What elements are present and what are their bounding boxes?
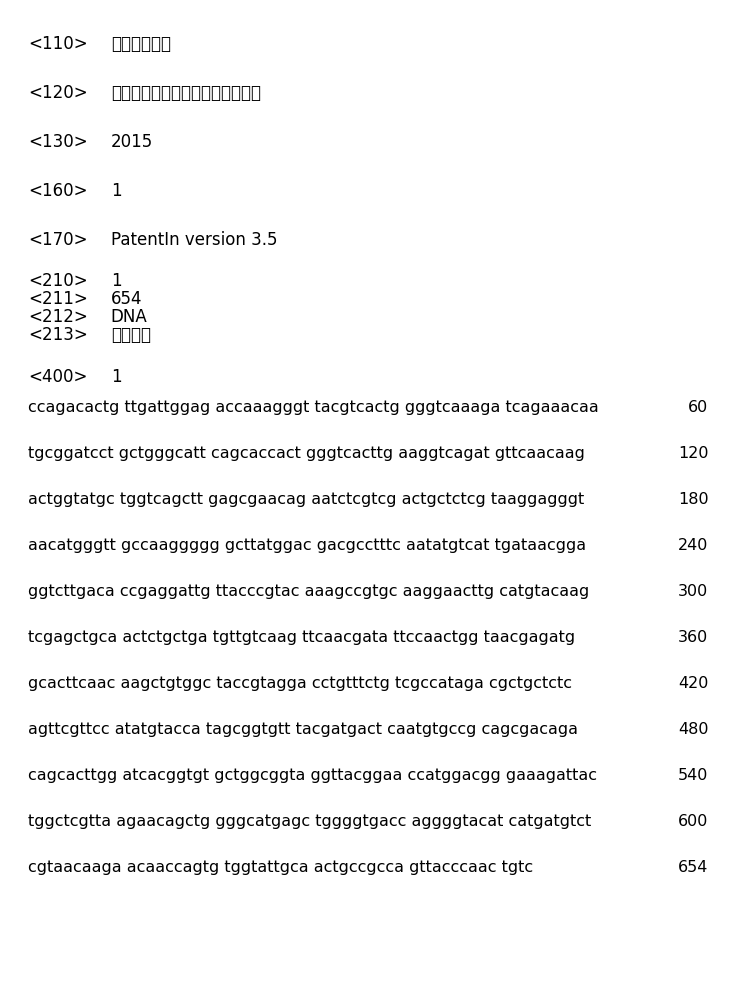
Text: 600: 600 xyxy=(678,814,708,829)
Text: 一种海参组织蛋白酶及其真核表达: 一种海参组织蛋白酶及其真核表达 xyxy=(111,84,261,102)
Text: 654: 654 xyxy=(678,860,708,875)
Text: <160>: <160> xyxy=(28,182,88,200)
Text: DNA: DNA xyxy=(111,308,148,326)
Text: 480: 480 xyxy=(678,722,708,737)
Text: 240: 240 xyxy=(678,538,708,553)
Text: ggtcttgaca ccgaggattg ttacccgtac aaagccgtgc aaggaacttg catgtacaag: ggtcttgaca ccgaggattg ttacccgtac aaagccg… xyxy=(28,584,590,599)
Text: <213>: <213> xyxy=(28,326,88,344)
Text: 120: 120 xyxy=(678,446,708,461)
Text: aacatgggtt gccaaggggg gcttatggac gacgcctttc aatatgtcat tgataacgga: aacatgggtt gccaaggggg gcttatggac gacgcct… xyxy=(28,538,586,553)
Text: tggctcgtta agaacagctg gggcatgagc tggggtgacc aggggtacat catgatgtct: tggctcgtta agaacagctg gggcatgagc tggggtg… xyxy=(28,814,591,829)
Text: 654: 654 xyxy=(111,290,142,308)
Text: 人工序列: 人工序列 xyxy=(111,326,151,344)
Text: 300: 300 xyxy=(678,584,708,599)
Text: tgcggatcct gctgggcatt cagcaccact gggtcacttg aaggtcagat gttcaacaag: tgcggatcct gctgggcatt cagcaccact gggtcac… xyxy=(28,446,585,461)
Text: PatentIn version 3.5: PatentIn version 3.5 xyxy=(111,231,277,249)
Text: 60: 60 xyxy=(689,400,708,415)
Text: agttcgttcc atatgtacca tagcggtgtt tacgatgact caatgtgccg cagcgacaga: agttcgttcc atatgtacca tagcggtgtt tacgatg… xyxy=(28,722,578,737)
Text: ccagacactg ttgattggag accaaagggt tacgtcactg gggtcaaaga tcagaaacaa: ccagacactg ttgattggag accaaagggt tacgtca… xyxy=(28,400,599,415)
Text: 540: 540 xyxy=(678,768,708,783)
Text: tcgagctgca actctgctga tgttgtcaag ttcaacgata ttccaactgg taacgagatg: tcgagctgca actctgctga tgttgtcaag ttcaacg… xyxy=(28,630,575,645)
Text: <210>: <210> xyxy=(28,272,88,290)
Text: 360: 360 xyxy=(678,630,708,645)
Text: <400>: <400> xyxy=(28,368,88,386)
Text: cagcacttgg atcacggtgt gctggcggta ggttacggaa ccatggacgg gaaagattac: cagcacttgg atcacggtgt gctggcggta ggttacg… xyxy=(28,768,597,783)
Text: 1: 1 xyxy=(111,368,121,386)
Text: <120>: <120> xyxy=(28,84,88,102)
Text: 浙江海洋学院: 浙江海洋学院 xyxy=(111,35,170,53)
Text: <211>: <211> xyxy=(28,290,88,308)
Text: <170>: <170> xyxy=(28,231,88,249)
Text: actggtatgc tggtcagctt gagcgaacag aatctcgtcg actgctctcg taaggagggt: actggtatgc tggtcagctt gagcgaacag aatctcg… xyxy=(28,492,584,507)
Text: <212>: <212> xyxy=(28,308,88,326)
Text: gcacttcaac aagctgtggc taccgtagga cctgtttctg tcgccataga cgctgctctc: gcacttcaac aagctgtggc taccgtagga cctgttt… xyxy=(28,676,572,691)
Text: 2015: 2015 xyxy=(111,133,153,151)
Text: 420: 420 xyxy=(678,676,708,691)
Text: <110>: <110> xyxy=(28,35,88,53)
Text: 1: 1 xyxy=(111,182,121,200)
Text: cgtaacaaga acaaccagtg tggtattgca actgccgcca gttacccaac tgtc: cgtaacaaga acaaccagtg tggtattgca actgccg… xyxy=(28,860,533,875)
Text: 180: 180 xyxy=(678,492,708,507)
Text: 1: 1 xyxy=(111,272,121,290)
Text: <130>: <130> xyxy=(28,133,88,151)
